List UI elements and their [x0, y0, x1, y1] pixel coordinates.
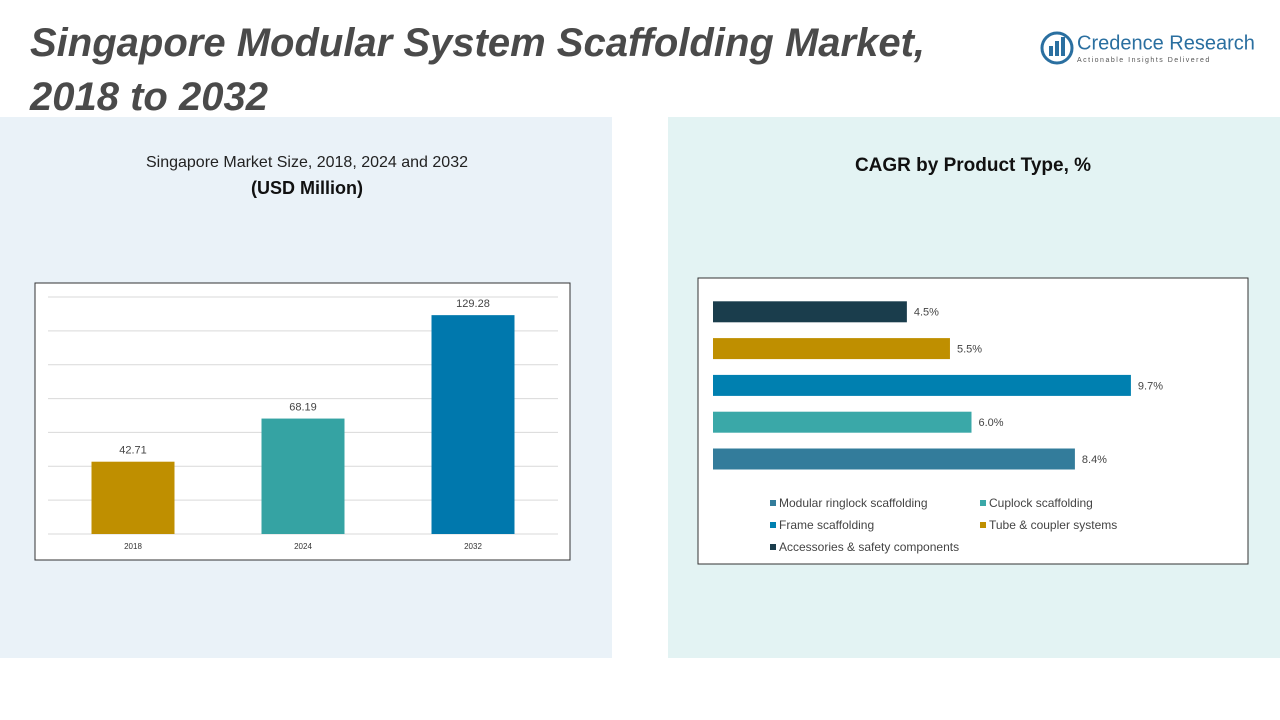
x-tick-label: 2018 — [124, 542, 142, 551]
logo-icon — [1040, 31, 1074, 65]
bar — [713, 448, 1075, 470]
legend-label: Frame scaffolding — [779, 518, 874, 532]
chart-title: Singapore Market Size, 2018, 2024 and 20… — [146, 154, 468, 171]
value-label: 129.28 — [456, 298, 490, 310]
legend-label: Cuplock scaffolding — [989, 496, 1093, 510]
bar — [91, 461, 175, 534]
x-tick-label: 2032 — [464, 542, 482, 551]
value-label: 4.5% — [914, 307, 939, 319]
logo-tagline: Actionable Insights Delivered — [1077, 57, 1211, 64]
page-title: Singapore Modular System Scaffolding Mar… — [30, 21, 925, 119]
legend-swatch — [770, 522, 776, 528]
legend-label: Tube & coupler systems — [989, 518, 1117, 532]
bar — [713, 411, 972, 433]
legend-label: Modular ringlock scaffolding — [779, 496, 928, 510]
chart-title: CAGR by Product Type, % — [855, 155, 1091, 176]
x-tick-label: 2024 — [294, 542, 312, 551]
legend-swatch — [980, 522, 986, 528]
legend-swatch — [770, 500, 776, 506]
value-label: 5.5% — [957, 344, 982, 356]
bar — [713, 301, 907, 323]
value-label: 42.71 — [119, 445, 147, 457]
bar — [713, 338, 950, 360]
bar — [261, 418, 345, 534]
bar — [713, 374, 1131, 396]
value-label: 8.4% — [1082, 454, 1107, 466]
bar — [431, 315, 515, 534]
legend-label: Accessories & safety components — [779, 540, 959, 554]
legend-swatch — [980, 500, 986, 506]
logo-text: Credence Research — [1077, 32, 1255, 54]
legend-swatch — [770, 544, 776, 550]
value-label: 9.7% — [1138, 380, 1163, 392]
chart-subtitle: (USD Million) — [251, 178, 363, 198]
value-label: 68.19 — [289, 401, 317, 413]
value-label: 6.0% — [979, 417, 1004, 429]
